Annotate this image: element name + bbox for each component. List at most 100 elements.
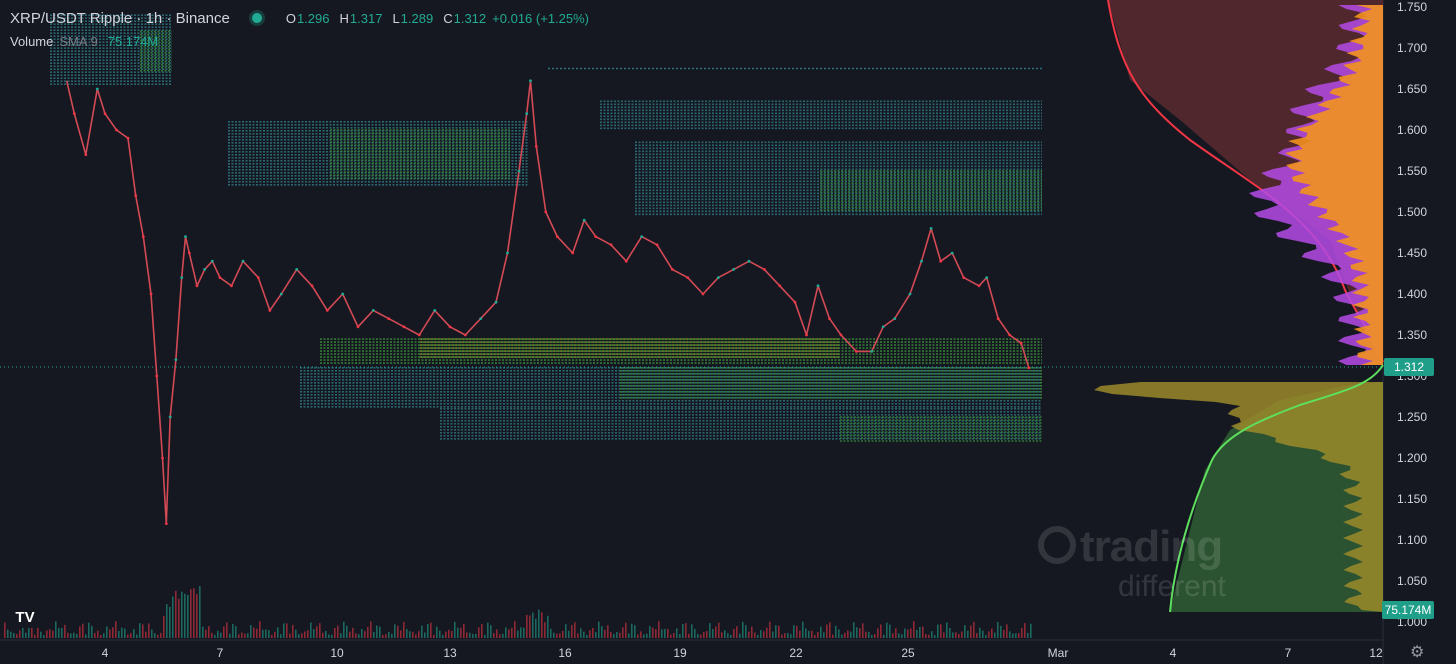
volume-bar: [460, 628, 462, 638]
volume-bar: [874, 634, 876, 638]
volume-bar: [271, 634, 273, 638]
volume-bar: [232, 624, 234, 638]
volume-bar: [727, 633, 729, 638]
volume-bar: [310, 622, 312, 638]
upper-volume-profile-orange: [1284, 5, 1383, 365]
volume-bar: [937, 624, 939, 638]
close-value: 1.312: [453, 10, 487, 26]
volume-bar: [370, 621, 372, 638]
volume-bar: [145, 631, 147, 638]
volume-bar: [442, 634, 444, 638]
volume-bar: [784, 633, 786, 638]
price-point: [187, 251, 191, 255]
volume-bar: [955, 632, 957, 638]
price-point: [103, 112, 107, 115]
volume-bar: [262, 629, 264, 638]
volume-bar: [76, 634, 78, 638]
volume-bar: [895, 628, 897, 638]
volume-bar: [181, 591, 183, 638]
volume-bar: [1030, 623, 1032, 638]
volume-bar: [709, 623, 711, 638]
volume-bar: [688, 633, 690, 638]
volume-label: Volume: [10, 34, 54, 49]
price-point: [762, 268, 766, 271]
volume-bar: [112, 627, 114, 638]
volume-bar: [397, 625, 399, 638]
volume-bar: [649, 626, 651, 638]
volume-bar: [88, 622, 90, 638]
volume-bar: [64, 624, 66, 638]
volume-bar: [604, 629, 606, 638]
tradingview-logo-icon[interactable]: TV: [10, 606, 40, 628]
volume-bar: [295, 629, 297, 638]
volume-bar: [37, 627, 39, 638]
volume-bar: [583, 631, 585, 638]
price-point: [1027, 366, 1031, 370]
volume-bar: [838, 629, 840, 638]
volume-bar: [283, 623, 285, 638]
volume-bar: [475, 634, 477, 638]
price-point: [816, 284, 820, 288]
y-tick-label: 1.150: [1397, 492, 1427, 506]
last-price-tag: 1.312: [1384, 358, 1434, 376]
volume-bar: [301, 633, 303, 638]
volume-bar: [55, 621, 57, 638]
volume-bar: [385, 634, 387, 638]
volume-legend[interactable]: Volume SMA 9 75.174M: [10, 34, 158, 49]
volume-bar: [646, 633, 648, 638]
volume-bar: [922, 626, 924, 638]
price-point: [555, 235, 559, 239]
volume-bar: [532, 612, 534, 638]
volume-bar: [928, 634, 930, 638]
price-point: [195, 284, 199, 288]
volume-bar: [799, 630, 801, 638]
volume-bar: [601, 626, 603, 638]
price-point: [149, 292, 153, 296]
price-point: [544, 210, 548, 214]
volume-bar: [553, 632, 555, 638]
volume-bar: [901, 634, 903, 638]
volume-bar: [871, 634, 873, 638]
volume-bar: [61, 628, 63, 638]
volume-bar: [886, 622, 888, 638]
symbol-title[interactable]: XRP/USDT Ripple · 1h · Binance: [10, 9, 230, 27]
volume-bar: [628, 633, 630, 638]
x-tick-label: 7: [217, 646, 224, 660]
volume-bar: [490, 625, 492, 638]
volume-bar: [313, 629, 315, 638]
volume-bar: [958, 634, 960, 638]
price-point: [939, 259, 943, 263]
volume-bar: [775, 625, 777, 638]
volume-bar: [619, 632, 621, 638]
volume-bar: [391, 633, 393, 638]
volume-bar: [175, 590, 177, 638]
price-point: [279, 292, 283, 296]
volume-bar: [952, 632, 954, 638]
y-tick-label: 1.700: [1397, 41, 1427, 55]
volume-bar: [742, 621, 744, 638]
volume-bar: [166, 604, 168, 638]
watermark-subtext: different: [1118, 570, 1226, 603]
volume-bar: [19, 630, 21, 638]
y-tick-label: 1.500: [1397, 205, 1427, 219]
volume-bar: [736, 626, 738, 638]
price-point: [686, 276, 690, 279]
volume-bar: [607, 625, 609, 638]
price-point: [325, 309, 329, 312]
price-point: [218, 276, 222, 279]
volume-bar: [739, 633, 741, 638]
volume-bar: [979, 627, 981, 638]
volume-bar: [706, 631, 708, 638]
gear-icon[interactable]: ⚙: [1410, 644, 1425, 661]
volume-bar: [913, 621, 915, 638]
volume-bar: [481, 624, 483, 638]
volume-price-tag: 75.174M: [1382, 601, 1434, 619]
volume-bar: [28, 623, 30, 638]
volume-bar: [592, 628, 594, 638]
volume-bar: [1003, 629, 1005, 638]
volume-bar: [307, 630, 309, 638]
volume-bar: [850, 631, 852, 638]
volume-bar: [25, 632, 27, 638]
volume-bar: [523, 627, 525, 638]
